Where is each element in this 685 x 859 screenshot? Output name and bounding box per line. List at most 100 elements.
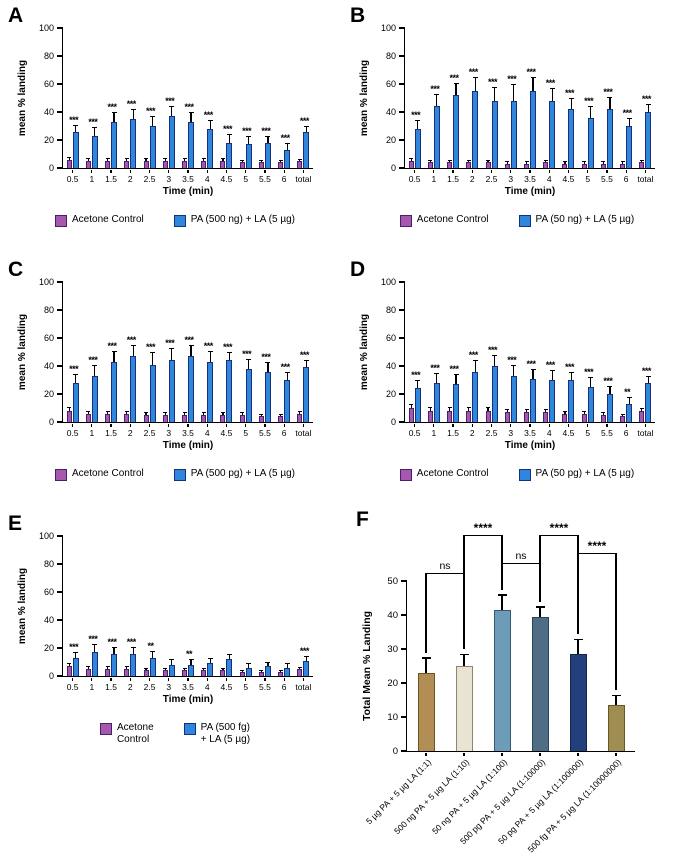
- control-error-cap: [201, 667, 206, 669]
- control-bar: [239, 162, 245, 168]
- x-tick-label: total: [637, 428, 654, 438]
- pa-error-bar: [113, 350, 115, 362]
- control-error-cap: [409, 158, 414, 160]
- pa-legend-swatch: [173, 215, 186, 227]
- comparison-bracket-line: [426, 573, 464, 575]
- x-tick-label: 3.5: [182, 682, 194, 692]
- x-tick-mark: [187, 677, 189, 682]
- control-error-cap: [67, 662, 72, 664]
- significance-label: ***: [126, 636, 137, 647]
- significance-label: ***: [184, 102, 194, 112]
- plot-area: 0 20 40 60 80 100 mean % landing *** 0.5 *** 1 *** 1…: [17, 23, 313, 197]
- y-tick-label: 40: [387, 609, 398, 621]
- control-bar: [466, 162, 472, 168]
- x-tick-mark: [567, 169, 570, 174]
- control-error-cap: [505, 160, 510, 162]
- legend-item: PA (50 pg) + LA (5 µg): [518, 468, 634, 481]
- significance-label: ***: [641, 365, 652, 376]
- comparison-label: ****: [587, 539, 607, 553]
- significance-label: ***: [299, 646, 310, 657]
- control-error-cap: [428, 159, 433, 161]
- x-tick-mark: [148, 423, 151, 428]
- x-tick-mark: [567, 423, 570, 428]
- y-tick-mark: [401, 580, 407, 582]
- x-tick-label: 2: [127, 428, 133, 438]
- y-tick-label: 50: [387, 575, 398, 587]
- control-error-cap: [562, 160, 567, 162]
- control-error-bar: [106, 410, 109, 414]
- control-bar: [182, 161, 187, 168]
- control-bar: [162, 415, 168, 422]
- legend: Acetone Control PA (50 pg) + LA (5 µg): [360, 468, 674, 481]
- control-bar: [408, 408, 414, 422]
- pa-error-cap: [169, 347, 175, 349]
- x-tick-mark: [302, 423, 304, 428]
- pa-error-bar: [94, 127, 96, 136]
- x-tick-mark: [548, 169, 550, 174]
- control-bar: [581, 413, 587, 422]
- pa-error-bar: [171, 347, 173, 361]
- control-bar: [620, 416, 626, 422]
- x-axis-title: Time (min): [504, 186, 556, 197]
- control-error-bar: [164, 412, 166, 415]
- control-error-bar: [448, 159, 451, 163]
- x-tick-mark: [225, 677, 228, 682]
- y-tick-mark: [57, 563, 63, 565]
- control-bar: [85, 413, 91, 422]
- x-tick-mark: [606, 423, 608, 428]
- control-error-cap: [486, 406, 491, 408]
- control-bar: [600, 163, 606, 168]
- control-error-cap: [220, 158, 225, 160]
- x-tick-label: 1: [431, 428, 437, 438]
- control-bar: [66, 159, 72, 168]
- pa-error-cap: [607, 96, 613, 98]
- control-error-cap: [297, 158, 302, 160]
- y-tick-label: 60: [385, 78, 396, 89]
- panel-A: A 0 20 40 60 80 100 mean % landing *** 0.5 *** 1 ***…: [8, 2, 342, 254]
- pa-error-bar: [455, 374, 457, 385]
- y-tick-mark: [57, 27, 63, 29]
- control-legend-swatch: [99, 723, 112, 735]
- control-error-cap: [124, 158, 129, 160]
- pa-bar: [188, 664, 194, 676]
- control-bar: [85, 161, 91, 168]
- y-tick-label: 0: [48, 670, 54, 681]
- comparison-bracket-drop: [501, 535, 503, 590]
- control-error-cap: [447, 406, 452, 408]
- pa-error-cap: [73, 124, 79, 126]
- control-error-bar: [241, 412, 243, 415]
- control-bar: [620, 163, 626, 168]
- x-tick-label: 1.5: [447, 174, 459, 184]
- y-tick-label: 20: [385, 134, 396, 145]
- control-error-bar: [506, 409, 508, 413]
- x-tick-label: 3: [166, 428, 172, 438]
- x-tick-label: total: [295, 682, 312, 692]
- x-tick-label: 4: [204, 682, 210, 692]
- x-tick-mark: [264, 169, 266, 174]
- panel-B: B 0 20 40 60 80 100 mean % landing *** 0.5 *** 1 ***…: [350, 2, 684, 254]
- control-error-bar: [299, 410, 301, 414]
- pa-error-bar: [190, 345, 192, 357]
- x-tick-label: 6: [281, 682, 287, 692]
- pa-error-bar: [417, 380, 419, 389]
- significance-label: ***: [468, 350, 479, 361]
- x-axis-title: Time (min): [162, 440, 214, 451]
- control-error-bar: [222, 412, 224, 415]
- pa-bar: [453, 384, 460, 422]
- legend-item: Acetone Control: [399, 468, 489, 481]
- significance-label: ***: [203, 110, 214, 121]
- panel-E: E 0 20 40 60 80 100 mean % landing *** 0.5 *** 1 ***…: [8, 510, 342, 762]
- pa-error-cap: [150, 116, 156, 118]
- control-error-bar: [602, 161, 604, 164]
- pa-bar: [303, 131, 310, 168]
- control-error-cap: [163, 158, 168, 160]
- pa-error-cap: [169, 106, 175, 108]
- pa-bar: [130, 653, 137, 676]
- x-tick-mark: [490, 423, 493, 428]
- control-error-cap: [466, 406, 471, 408]
- significance-label: ***: [126, 99, 137, 110]
- y-tick-label: 20: [43, 388, 54, 399]
- y-tick-mark: [399, 27, 405, 29]
- pa-bar: [491, 366, 498, 422]
- x-tick-mark: [91, 169, 93, 174]
